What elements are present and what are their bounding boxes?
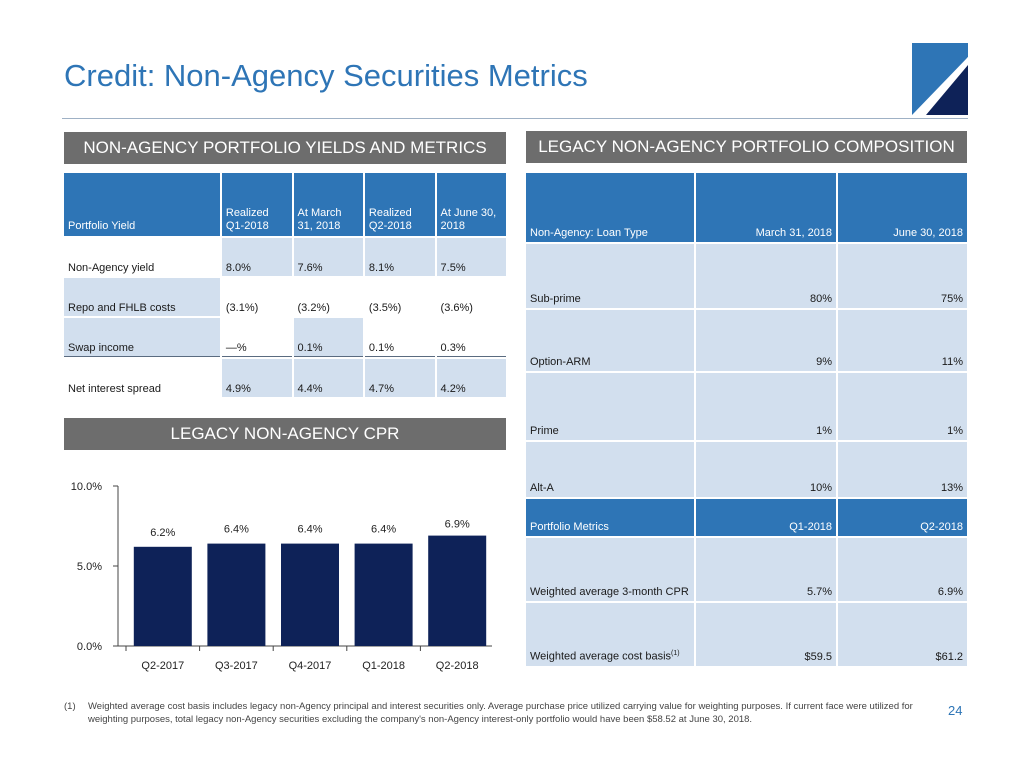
composition-header-june: June 30, 2018 (838, 173, 967, 242)
data-label: 6.4% (297, 524, 322, 536)
data-label: 6.2% (150, 527, 175, 539)
yields-table: Portfolio Yield Realized Q1-2018 At Marc… (62, 171, 508, 399)
table-cell: $61.2 (838, 603, 967, 666)
row-label: Alt-A (526, 442, 694, 497)
metrics-header-label: Portfolio Metrics (526, 499, 694, 536)
title-divider (62, 118, 968, 119)
x-tick-label: Q1-2018 (362, 660, 405, 672)
table-cell: 1% (696, 373, 837, 440)
metrics-header-q1: Q1-2018 (696, 499, 837, 536)
yields-header-realized-q1: Realized Q1-2018 (221, 173, 292, 236)
table-row: Weighted average cost basis(1) $59.5 $61… (526, 603, 967, 666)
table-row: Alt-A 10% 13% (526, 442, 967, 497)
table-cell: (3.2%) (293, 278, 363, 316)
table-cell: 4.7% (364, 359, 435, 397)
table-cell: 0.1% (364, 318, 435, 357)
table-cell: 1% (838, 373, 967, 440)
table-cell: 80% (696, 244, 837, 308)
x-tick-label: Q3-2017 (215, 660, 258, 672)
row-label: Prime (526, 373, 694, 440)
row-label: Repo and FHLB costs (64, 278, 220, 316)
row-label: Option-ARM (526, 310, 694, 371)
composition-section-header: LEGACY NON-AGENCY PORTFOLIO COMPOSITION (526, 131, 967, 163)
y-tick-label: 5.0% (77, 561, 102, 573)
yields-header-portfolio-yield: Portfolio Yield (64, 173, 220, 236)
composition-header-loan-type: Non-Agency: Loan Type (526, 173, 694, 242)
bar (281, 543, 339, 646)
row-label: Net interest spread (64, 359, 220, 397)
metrics-header-q2: Q2-2018 (838, 499, 967, 536)
table-cell: (3.6%) (436, 278, 506, 316)
footnote-text: Weighted average cost basis includes leg… (88, 701, 913, 725)
yields-table-header-row: Portfolio Yield Realized Q1-2018 At Marc… (64, 173, 506, 236)
table-cell: 4.4% (293, 359, 363, 397)
row-label: Non-Agency yield (64, 238, 220, 276)
table-row: Prime 1% 1% (526, 373, 967, 440)
data-label: 6.4% (224, 524, 249, 536)
bar (133, 546, 192, 646)
table-cell: (3.1%) (221, 278, 292, 316)
table-cell: 13% (838, 442, 967, 497)
table-cell: 4.9% (221, 359, 292, 397)
bar (207, 543, 266, 646)
table-row: Net interest spread 4.9% 4.4% 4.7% 4.2% (64, 359, 506, 397)
row-label: Sub-prime (526, 244, 694, 308)
footnote-marker: (1) (64, 701, 76, 712)
table-cell: 6.9% (838, 538, 967, 601)
table-row: Repo and FHLB costs (3.1%) (3.2%) (3.5%)… (64, 278, 506, 316)
x-tick-label: Q2-2018 (436, 660, 479, 672)
table-cell: 8.0% (221, 238, 292, 276)
table-cell: 4.2% (436, 359, 506, 397)
composition-header-row: Non-Agency: Loan Type March 31, 2018 Jun… (526, 173, 967, 242)
table-cell: 7.5% (436, 238, 506, 276)
cpr-bar-chart: 0.0% 5.0% 10.0% 6.2% Q2-2017 6.4% Q3-2017 6.4% Q… (71, 481, 492, 672)
yields-header-at-march: At March 31, 2018 (293, 173, 363, 236)
row-label: Swap income (64, 318, 220, 357)
cost-basis-label: Weighted average cost basis (530, 651, 672, 663)
yields-header-realized-q2: Realized Q2-2018 (364, 173, 435, 236)
yields-header-at-june: At June 30, 2018 (436, 173, 506, 236)
table-row: Weighted average 3-month CPR 5.7% 6.9% (526, 538, 967, 601)
table-row: Non-Agency yield 8.0% 7.6% 8.1% 7.5% (64, 238, 506, 276)
table-cell: 10% (696, 442, 837, 497)
data-label: 6.9% (445, 519, 470, 531)
x-tick-label: Q4-2017 (289, 660, 332, 672)
table-cell: $59.5 (696, 603, 837, 666)
cpr-section-header: LEGACY NON-AGENCY CPR (64, 418, 506, 450)
table-cell: 0.3% (436, 318, 506, 357)
y-tick-label: 0.0% (77, 641, 102, 653)
page-title: Credit: Non-Agency Securities Metrics (64, 58, 588, 93)
table-cell: 75% (838, 244, 967, 308)
row-label: Weighted average cost basis(1) (526, 603, 694, 666)
page-number: 24 (948, 703, 963, 718)
table-cell: 5.7% (696, 538, 837, 601)
table-cell: —% (221, 318, 292, 357)
bar (354, 543, 413, 646)
yields-section-header: NON-AGENCY PORTFOLIO YIELDS AND METRICS (64, 132, 506, 164)
table-row: Option-ARM 9% 11% (526, 310, 967, 371)
company-logo (912, 43, 968, 115)
table-cell: 0.1% (293, 318, 363, 357)
table-cell: 9% (696, 310, 837, 371)
metrics-header-row: Portfolio Metrics Q1-2018 Q2-2018 (526, 499, 967, 536)
composition-table: Non-Agency: Loan Type March 31, 2018 Jun… (524, 171, 969, 668)
y-tick-label: 10.0% (71, 481, 102, 493)
table-cell: (3.5%) (364, 278, 435, 316)
row-label: Weighted average 3-month CPR (526, 538, 694, 601)
table-row: Swap income —% 0.1% 0.1% 0.3% (64, 318, 506, 357)
composition-header-march: March 31, 2018 (696, 173, 837, 242)
bar (428, 535, 487, 646)
data-label: 6.4% (371, 524, 396, 536)
footnote-marker: (1) (671, 650, 680, 658)
x-tick-label: Q2-2017 (141, 660, 184, 672)
table-cell: 11% (838, 310, 967, 371)
table-row: Sub-prime 80% 75% (526, 244, 967, 308)
table-cell: 8.1% (364, 238, 435, 276)
table-cell: 7.6% (293, 238, 363, 276)
